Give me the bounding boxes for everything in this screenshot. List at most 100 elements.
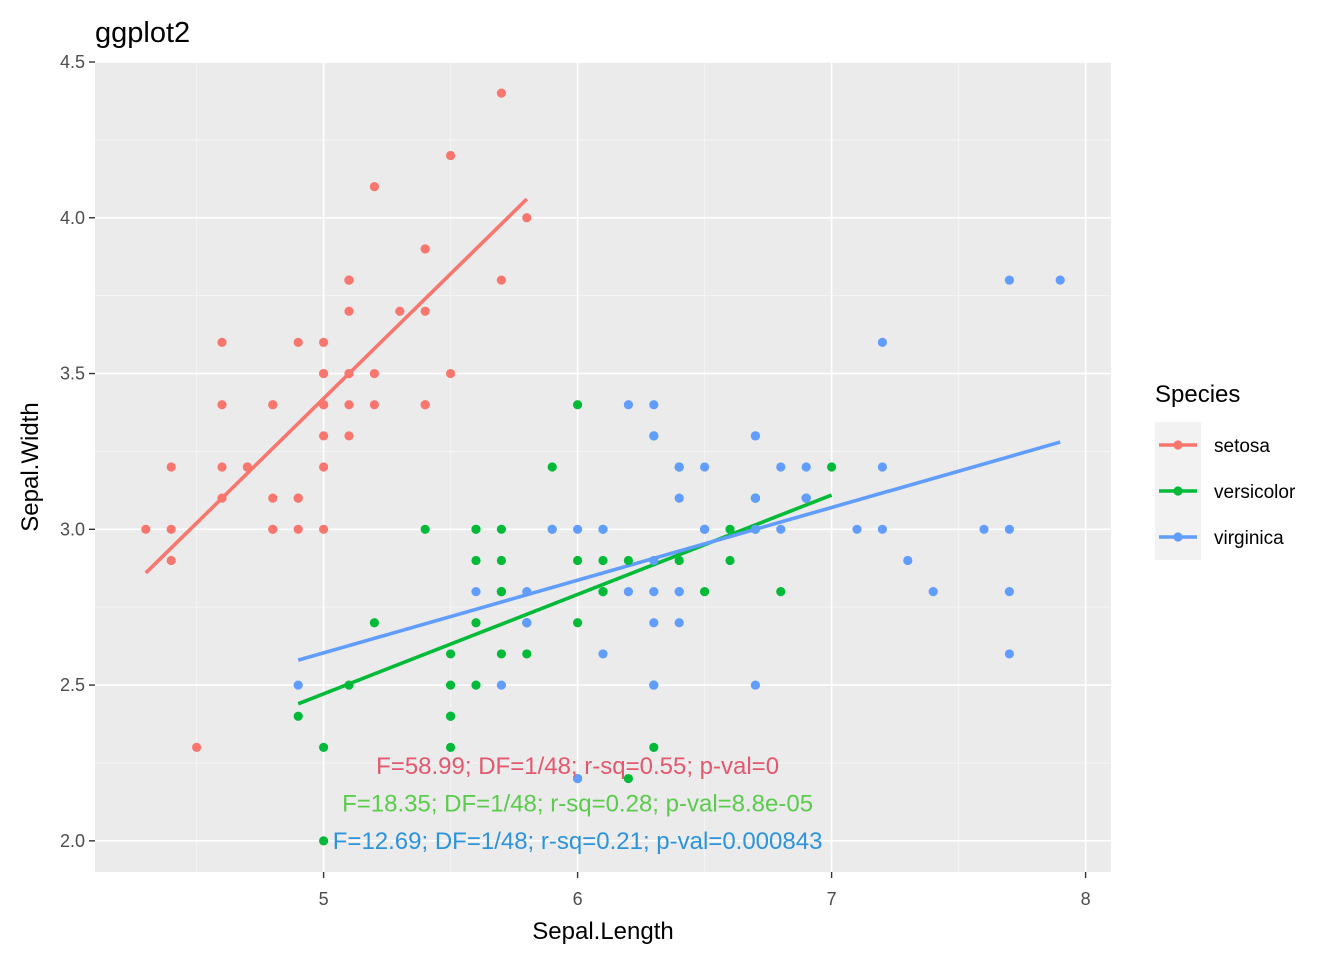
chart-title: ggplot2 [95,17,190,49]
point-setosa [293,524,303,534]
y-tick-label: 2.0 [60,831,85,851]
point-versicolor [471,555,481,566]
point-versicolor [522,649,532,659]
point-setosa [522,213,532,223]
point-setosa [319,524,329,534]
point-virginica [674,493,684,503]
point-virginica [801,462,811,472]
point-setosa [496,88,506,98]
point-setosa [344,431,354,441]
point-virginica [547,524,557,534]
point-setosa [344,306,354,316]
point-versicolor [674,555,684,566]
point-virginica [1004,649,1015,659]
y-axis: 2.0 2.5 3.0 3.5 4.0 4.5 [60,52,95,851]
point-virginica [598,649,608,659]
point-virginica [598,524,608,534]
legend: Species setosa versicolor virginica [1155,381,1296,560]
y-axis-title: Sepal.Width [17,402,44,531]
point-setosa [319,431,329,441]
point-versicolor [623,773,634,784]
point-setosa [446,368,456,379]
point-setosa [420,400,430,410]
point-versicolor [446,742,456,752]
point-setosa [268,493,278,503]
point-virginica [522,618,532,628]
point-virginica [776,524,786,534]
point-virginica [928,587,938,597]
point-virginica [623,400,634,410]
point-setosa [166,555,176,566]
point-setosa [319,462,329,472]
point-setosa [344,275,354,285]
point-versicolor [369,618,379,628]
point-setosa [217,462,227,472]
point-setosa [217,493,227,503]
point-virginica [1055,275,1065,285]
point-setosa [217,400,227,410]
point-versicolor [598,555,608,566]
legend-key-point-virginica [1173,532,1183,542]
point-setosa [420,306,430,316]
point-setosa [446,150,456,161]
point-setosa [369,182,379,192]
point-virginica [750,431,761,441]
plot-panel [95,62,1111,872]
point-versicolor [319,742,329,752]
point-setosa [319,368,329,379]
point-setosa [141,524,151,534]
point-setosa [319,400,329,410]
annotation-1: F=58.99; DF=1/48; r-sq=0.55; p-val=0 [376,753,779,780]
point-versicolor [471,618,481,628]
point-versicolor [496,524,506,534]
point-virginica [750,680,761,690]
point-virginica [700,524,710,534]
point-virginica [750,524,761,534]
point-setosa [166,524,176,534]
point-versicolor [319,836,329,846]
point-virginica [1004,587,1015,597]
point-versicolor [776,587,786,597]
point-virginica [573,524,583,534]
point-setosa [192,742,202,752]
point-versicolor [573,618,583,628]
y-tick-label: 4.0 [60,208,85,228]
point-virginica [649,680,659,690]
point-virginica [979,524,989,534]
point-setosa [293,493,303,503]
point-setosa [395,306,405,316]
point-setosa [319,337,329,347]
point-setosa [344,400,354,410]
point-versicolor [725,555,735,566]
point-virginica [674,462,684,472]
point-versicolor [293,711,303,721]
legend-title: Species [1155,381,1240,408]
point-setosa [268,400,278,410]
point-virginica [877,337,888,347]
y-tick-label: 4.5 [60,52,85,72]
y-tick-label: 3.0 [60,519,85,539]
point-virginica [750,493,761,503]
point-virginica [776,462,786,472]
point-virginica [674,618,684,628]
point-versicolor [623,555,634,566]
x-tick-label: 7 [827,889,837,909]
legend-label-versicolor: versicolor [1214,482,1296,503]
point-setosa [217,337,227,347]
point-versicolor [573,400,583,410]
point-versicolor [471,680,481,690]
point-virginica [877,462,888,472]
point-virginica [471,587,481,597]
point-virginica [649,618,659,628]
point-versicolor [344,680,354,690]
point-setosa [369,368,379,379]
point-setosa [369,400,379,410]
y-tick-label: 2.5 [60,675,85,695]
point-virginica [801,493,811,503]
point-virginica [649,400,659,410]
point-versicolor [547,462,557,472]
point-versicolor [446,649,456,659]
point-versicolor [446,680,456,690]
